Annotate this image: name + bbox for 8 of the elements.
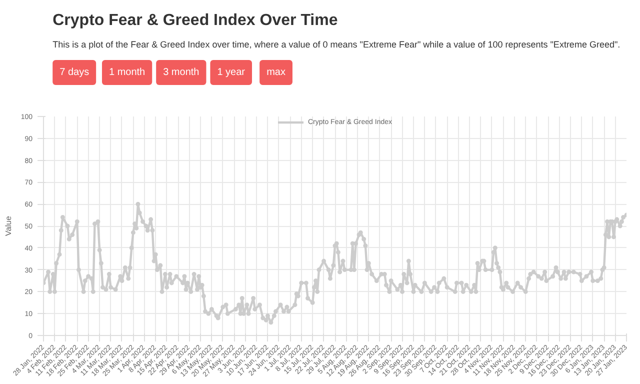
text: 3 month — [163, 67, 200, 78]
text: 1 year — [217, 67, 246, 78]
text: 1 month — [108, 67, 146, 78]
text: 7 days — [60, 67, 90, 78]
text: max — [266, 67, 286, 78]
chart-title: Crypto Fear & Greed Index Over Time — [52, 12, 338, 29]
chart-subtitle: This is a plot of the Fear & Greed Index over time, where a value of 0 means "Extreme Fear" while a value of 100 represents "Extreme Greed". — [52, 40, 620, 50]
y-axis-title: Value — [4, 216, 13, 236]
